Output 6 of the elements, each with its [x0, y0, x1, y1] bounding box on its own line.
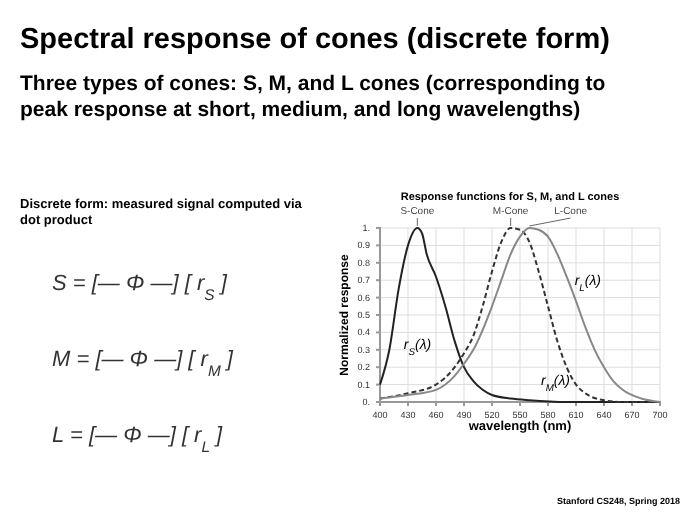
text: S = [— Φ —] [ r$_{S}$ ] — [52, 272, 229, 303]
text: M = [— Φ —] [ r$_{M}$ ] — [52, 348, 235, 379]
chart-subtitle: Three types of cones: S, M, and L cones (corresponding to peak response at short, medium, and long wavelengths) — [20, 72, 606, 122]
chart-title: Spectral response of cones (discrete form) — [20, 24, 611, 56]
line-series — [379, 227, 661, 403]
text: L = [— Φ —] [ r$_{L}$ ] — [52, 424, 225, 455]
